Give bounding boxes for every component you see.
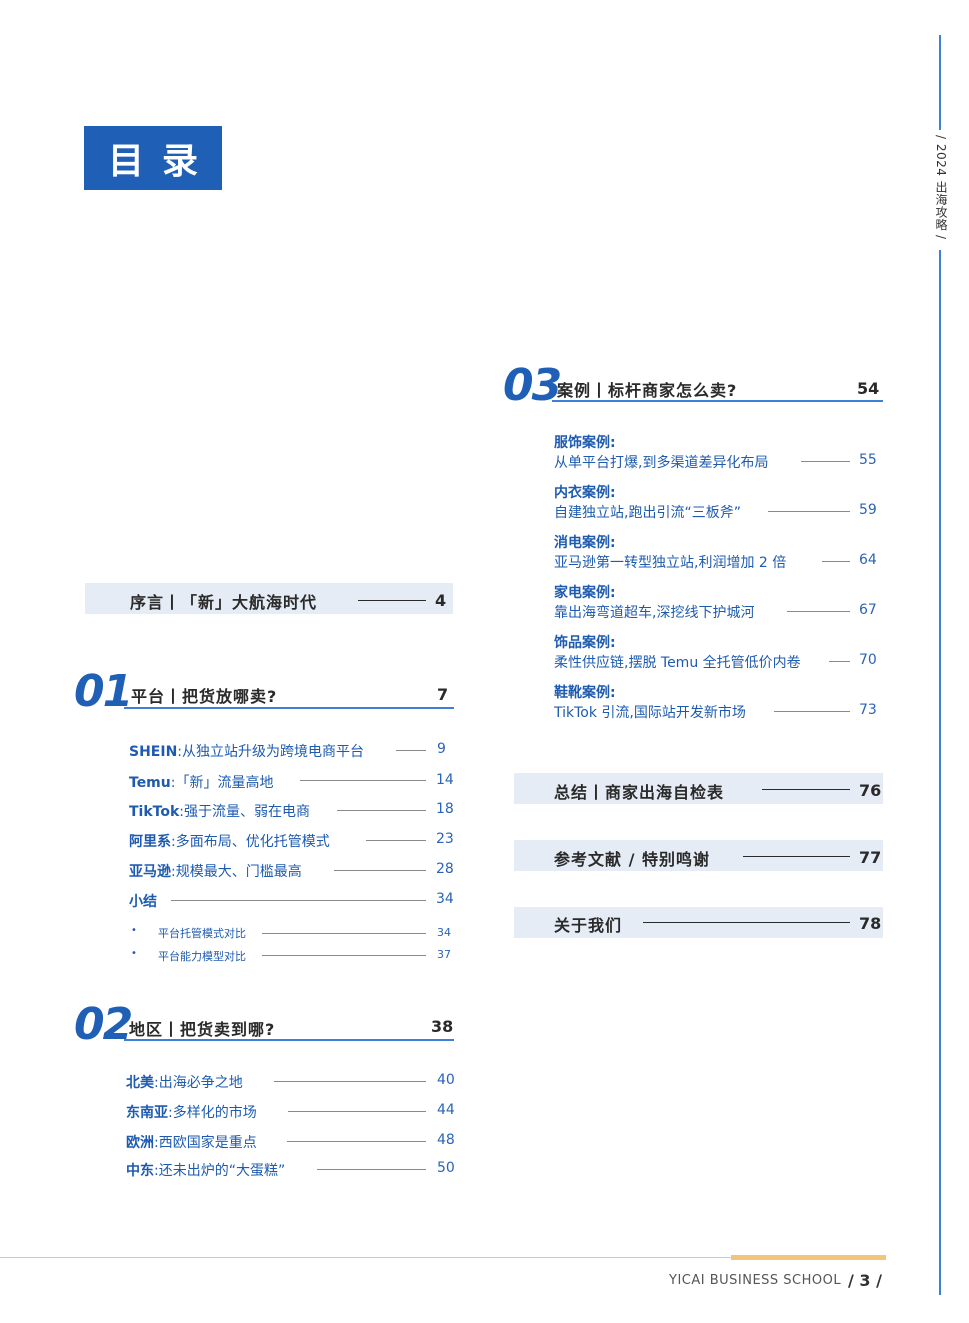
toc-page: 73 — [859, 702, 877, 718]
section-02-title[interactable]: 地区丨把货卖到哪? — [129, 1020, 276, 1039]
toc-entry-europe[interactable]: 欧洲:西欧国家是重点 — [126, 1135, 257, 1151]
toc-page: 14 — [436, 772, 454, 788]
about-page: 78 — [859, 914, 882, 933]
references-bar[interactable] — [514, 840, 883, 871]
case-entry-electronics[interactable]: 亚马逊第一转型独立站,利润增加 2 倍 — [554, 555, 787, 571]
toc-page: 34 — [436, 891, 454, 907]
toc-rule — [317, 1169, 426, 1170]
page-title: 目录 — [84, 126, 222, 190]
side-rail-bottom — [939, 250, 941, 1295]
section-03-page: 54 — [857, 379, 880, 398]
toc-page: 44 — [437, 1102, 455, 1118]
toc-rule — [262, 933, 426, 934]
summary-page: 76 — [859, 781, 882, 800]
toc-entry-tiktok[interactable]: TikTok:强于流量、弱在电商 — [129, 804, 310, 820]
summary-bar[interactable] — [514, 773, 883, 804]
toc-rule — [768, 511, 850, 512]
section-01-page: 7 — [437, 685, 449, 704]
toc-page: 34 — [437, 926, 451, 939]
toc-page: 67 — [859, 602, 877, 618]
footer-accent — [731, 1255, 886, 1260]
toc-entry-temu[interactable]: Temu:「新」流量高地 — [129, 775, 274, 791]
case-entry-apparel[interactable]: 从单平台打爆,到多渠道差异化布局 — [554, 455, 769, 471]
side-tag: / 2024 出海攻略 / — [934, 135, 948, 240]
case-entry-appliances[interactable]: 靠出海弯道超车,深挖线下护城河 — [554, 605, 755, 621]
toc-subentry[interactable]: 平台能力模型对比 — [158, 950, 246, 963]
toc-entry-shein[interactable]: SHEIN:从独立站升级为跨境电商平台 — [129, 744, 365, 760]
page-number: / 3 / — [848, 1271, 882, 1290]
toc-rule — [396, 750, 426, 751]
case-head-electronics: 消电案例: — [554, 535, 616, 551]
case-head-appliances: 家电案例: — [554, 585, 616, 601]
section-01-number: 01 — [74, 666, 133, 717]
toc-rule — [822, 561, 850, 562]
case-head-footwear: 鞋靴案例: — [554, 685, 616, 701]
toc-rule — [787, 611, 850, 612]
toc-page: 64 — [859, 552, 877, 568]
toc-page: 9 — [437, 741, 446, 757]
about-rule — [643, 922, 850, 923]
section-02-page: 38 — [431, 1017, 454, 1036]
preface-bar[interactable] — [85, 583, 453, 614]
case-entry-jewelry[interactable]: 柔性供应链,摆脱 Temu 全托管低价内卷 — [554, 655, 801, 671]
toc-entry-north-america[interactable]: 北美:出海必争之地 — [126, 1075, 243, 1091]
toc-page: 59 — [859, 502, 877, 518]
toc-rule — [274, 1081, 426, 1082]
case-entry-lingerie[interactable]: 自建独立站,跑出引流“三板斧” — [554, 505, 741, 521]
toc-rule — [337, 810, 426, 811]
toc-rule — [288, 1111, 426, 1112]
toc-page: 23 — [436, 831, 454, 847]
bullet-dot: • — [131, 925, 137, 936]
toc-page: 55 — [859, 452, 877, 468]
case-head-apparel: 服饰案例: — [554, 435, 616, 451]
toc-entry-amazon[interactable]: 亚马逊:规模最大、门槛最高 — [129, 864, 302, 880]
section-01-title[interactable]: 平台丨把货放哪卖? — [131, 687, 278, 706]
about-label[interactable]: 关于我们 — [554, 916, 623, 935]
summary-rule — [762, 789, 850, 790]
summary-label[interactable]: 总结丨商家出海自检表 — [554, 783, 725, 802]
preface-rule — [358, 600, 426, 601]
toc-rule — [262, 955, 426, 956]
preface-page: 4 — [435, 591, 447, 610]
case-head-jewelry: 饰品案例: — [554, 635, 616, 651]
toc-rule — [829, 661, 850, 662]
toc-rule — [366, 840, 426, 841]
references-rule — [743, 856, 850, 857]
toc-page: 50 — [437, 1160, 455, 1176]
toc-page: 28 — [436, 861, 454, 877]
section-03-title[interactable]: 案例丨标杆商家怎么卖? — [557, 381, 738, 400]
toc-entry-southeast-asia[interactable]: 东南亚:多样化的市场 — [126, 1105, 257, 1121]
toc-page: 48 — [437, 1132, 455, 1148]
case-head-lingerie: 内衣案例: — [554, 485, 616, 501]
toc-rule — [300, 780, 426, 781]
footer-brand: YICAI BUSINESS SCHOOL — [669, 1273, 842, 1288]
references-page: 77 — [859, 848, 882, 867]
section-02-number: 02 — [74, 999, 133, 1050]
toc-subentry[interactable]: 平台托管模式对比 — [158, 927, 246, 940]
toc-rule — [287, 1141, 426, 1142]
toc-page: 40 — [437, 1072, 455, 1088]
references-label[interactable]: 参考文献 / 特别鸣谢 — [554, 850, 710, 869]
bullet-dot: • — [131, 948, 137, 959]
toc-entry-alibaba[interactable]: 阿里系:多面布局、优化托管模式 — [129, 834, 330, 850]
toc-page: 37 — [437, 948, 451, 961]
toc-page: 18 — [436, 801, 454, 817]
footer-rule — [0, 1257, 886, 1258]
toc-entry-middle-east[interactable]: 中东:还未出炉的“大蛋糕” — [126, 1163, 286, 1179]
toc-page: 70 — [859, 652, 877, 668]
toc-rule — [801, 461, 850, 462]
preface-label[interactable]: 序言丨「新」大航海时代 — [130, 593, 318, 612]
toc-entry-summary[interactable]: 小结 — [129, 894, 157, 910]
section-01-rule — [124, 707, 454, 709]
toc-rule — [334, 870, 426, 871]
toc-rule — [171, 900, 426, 901]
case-entry-footwear[interactable]: TikTok 引流,国际站开发新市场 — [554, 705, 746, 721]
section-02-rule — [124, 1039, 454, 1041]
side-rail-top — [939, 35, 941, 130]
toc-rule — [774, 711, 850, 712]
section-03-rule — [552, 400, 883, 402]
